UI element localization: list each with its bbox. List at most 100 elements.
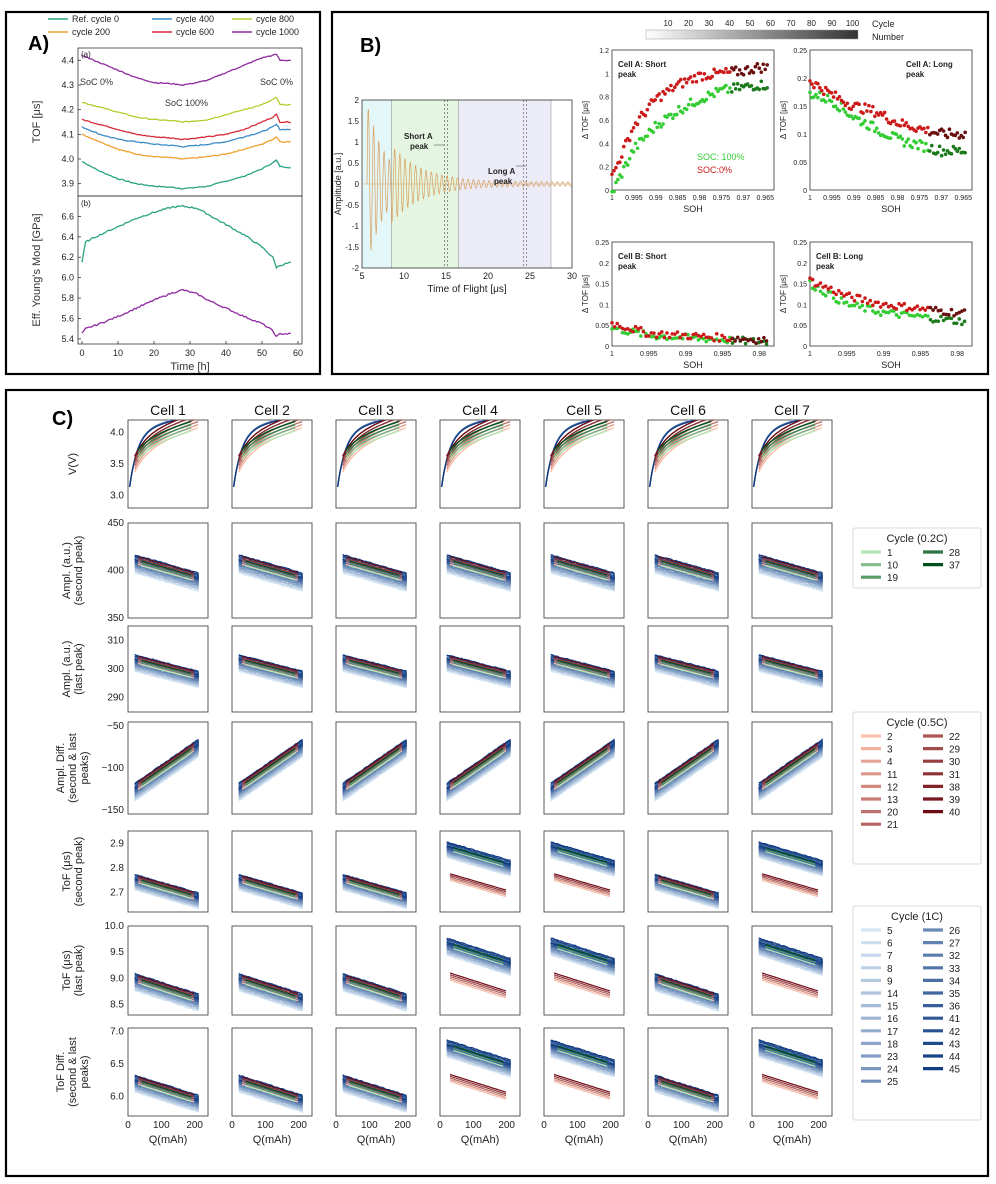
loop-curve [141, 881, 192, 898]
loop-curve [241, 742, 299, 783]
legend-title: Cycle (0.2C) [886, 533, 947, 545]
legend-title: Cycle (0.5C) [886, 717, 947, 729]
cell-curves [758, 554, 823, 593]
scatter-point [651, 130, 656, 134]
loop-curve [345, 556, 403, 574]
scatter-point [850, 303, 854, 308]
scatter-point [861, 111, 865, 115]
scatter-point [731, 67, 736, 72]
scatter-point [725, 338, 730, 343]
scatter-point [816, 81, 820, 86]
scatter-point [941, 318, 946, 323]
loop-curve [141, 562, 192, 579]
legend-entry: 25 [887, 1077, 899, 1088]
loop-curve [553, 874, 611, 893]
loop-curve [140, 747, 192, 784]
x-tick-label: 0.99 [679, 351, 693, 358]
scatter-point [714, 331, 719, 336]
y-tick-label: 4.4 [61, 55, 74, 65]
scatter-point [852, 299, 857, 303]
loop-curve [245, 979, 296, 997]
scatter-point [610, 172, 614, 177]
y-tick-label: 450 [107, 518, 124, 529]
loop-curve [557, 560, 608, 576]
x-tick-label: 1 [808, 351, 812, 358]
x-tick-label: 100 [257, 1120, 274, 1131]
scatter-point [749, 83, 754, 88]
scatter-point [826, 290, 831, 294]
loop-curve [244, 752, 296, 789]
loop-curve [244, 747, 296, 784]
cell-curves [654, 654, 719, 689]
subplot-title: peak [906, 70, 925, 79]
scatter-point [684, 107, 689, 112]
row-label: Ampl. (a.u.) [61, 542, 73, 599]
legend-entry: 41 [949, 1014, 961, 1025]
x-tick-label: 0.99 [847, 195, 861, 202]
legend-entry: 36 [949, 1002, 961, 1013]
loop-curve [241, 975, 299, 995]
voltage-curve [345, 430, 400, 460]
scatter-point [863, 296, 867, 300]
voltage-curve [441, 420, 491, 487]
x-tick-label: 0.98 [950, 351, 964, 358]
scatter-point [620, 175, 624, 179]
cell-axes [439, 419, 521, 509]
x-tick-label: 100 [465, 1120, 482, 1131]
scatter-point [952, 321, 956, 326]
scatter-point [655, 125, 659, 130]
y-tick-label: 0.8 [599, 95, 609, 102]
scatter-point [756, 336, 761, 341]
subplot-tag: (a) [81, 50, 91, 59]
y-tick-label: 290 [107, 693, 124, 704]
loop-curve [553, 655, 611, 672]
loop-curve [453, 1045, 504, 1063]
loop-curve [449, 1077, 507, 1097]
y-tick-label: 4.3 [61, 80, 74, 90]
scatter-point [821, 292, 825, 296]
scatter-point [871, 104, 875, 109]
voltage-curve [137, 427, 192, 457]
scatter-point [633, 324, 638, 329]
scatter-point [935, 132, 940, 136]
x-tick-label: 0 [645, 1120, 651, 1131]
scatter-point [670, 332, 675, 336]
loop-curve [449, 879, 507, 898]
scatter-point [857, 116, 861, 121]
scatter-point [646, 334, 651, 338]
legend-entry: 29 [949, 745, 961, 756]
y-tick-label: 4.2 [61, 105, 74, 115]
row-label: V(V) [67, 453, 79, 475]
loop-curve [557, 945, 608, 964]
scatter-point [837, 94, 842, 99]
loop-curve [245, 983, 296, 1001]
scatter-point [620, 155, 624, 159]
scatter-point [621, 144, 626, 149]
y-tick-label: 10.0 [105, 921, 125, 932]
loop-curve [761, 873, 819, 891]
loop-curve [449, 979, 507, 999]
y-tick-label: 0.2 [599, 261, 609, 268]
scatter-point [680, 85, 685, 89]
scatter-point [873, 129, 877, 134]
loop-curve [345, 975, 403, 995]
loop-curve [349, 1080, 400, 1098]
scatter-point [639, 325, 643, 330]
x-axis-label: SOH [683, 360, 703, 370]
loop-curve [348, 747, 400, 784]
scatter-point [810, 286, 815, 291]
legend-entry: cycle 800 [256, 14, 294, 24]
scatter-point [829, 285, 833, 290]
scatter-point [849, 107, 854, 112]
voltage-curve [238, 420, 283, 457]
scatter-point [943, 152, 948, 157]
x-tick-label: 0.99 [877, 351, 891, 358]
scatter-point [922, 126, 926, 131]
y-tick-label: 2.8 [110, 863, 124, 874]
scatter-point [753, 64, 758, 69]
panel-b-label: B) [360, 35, 381, 57]
legend-entry: cycle 400 [176, 14, 214, 24]
loop-curve [765, 661, 816, 677]
x-axis-label: Q(mAh) [669, 1134, 708, 1146]
y-tick-label: 0.15 [595, 282, 609, 289]
